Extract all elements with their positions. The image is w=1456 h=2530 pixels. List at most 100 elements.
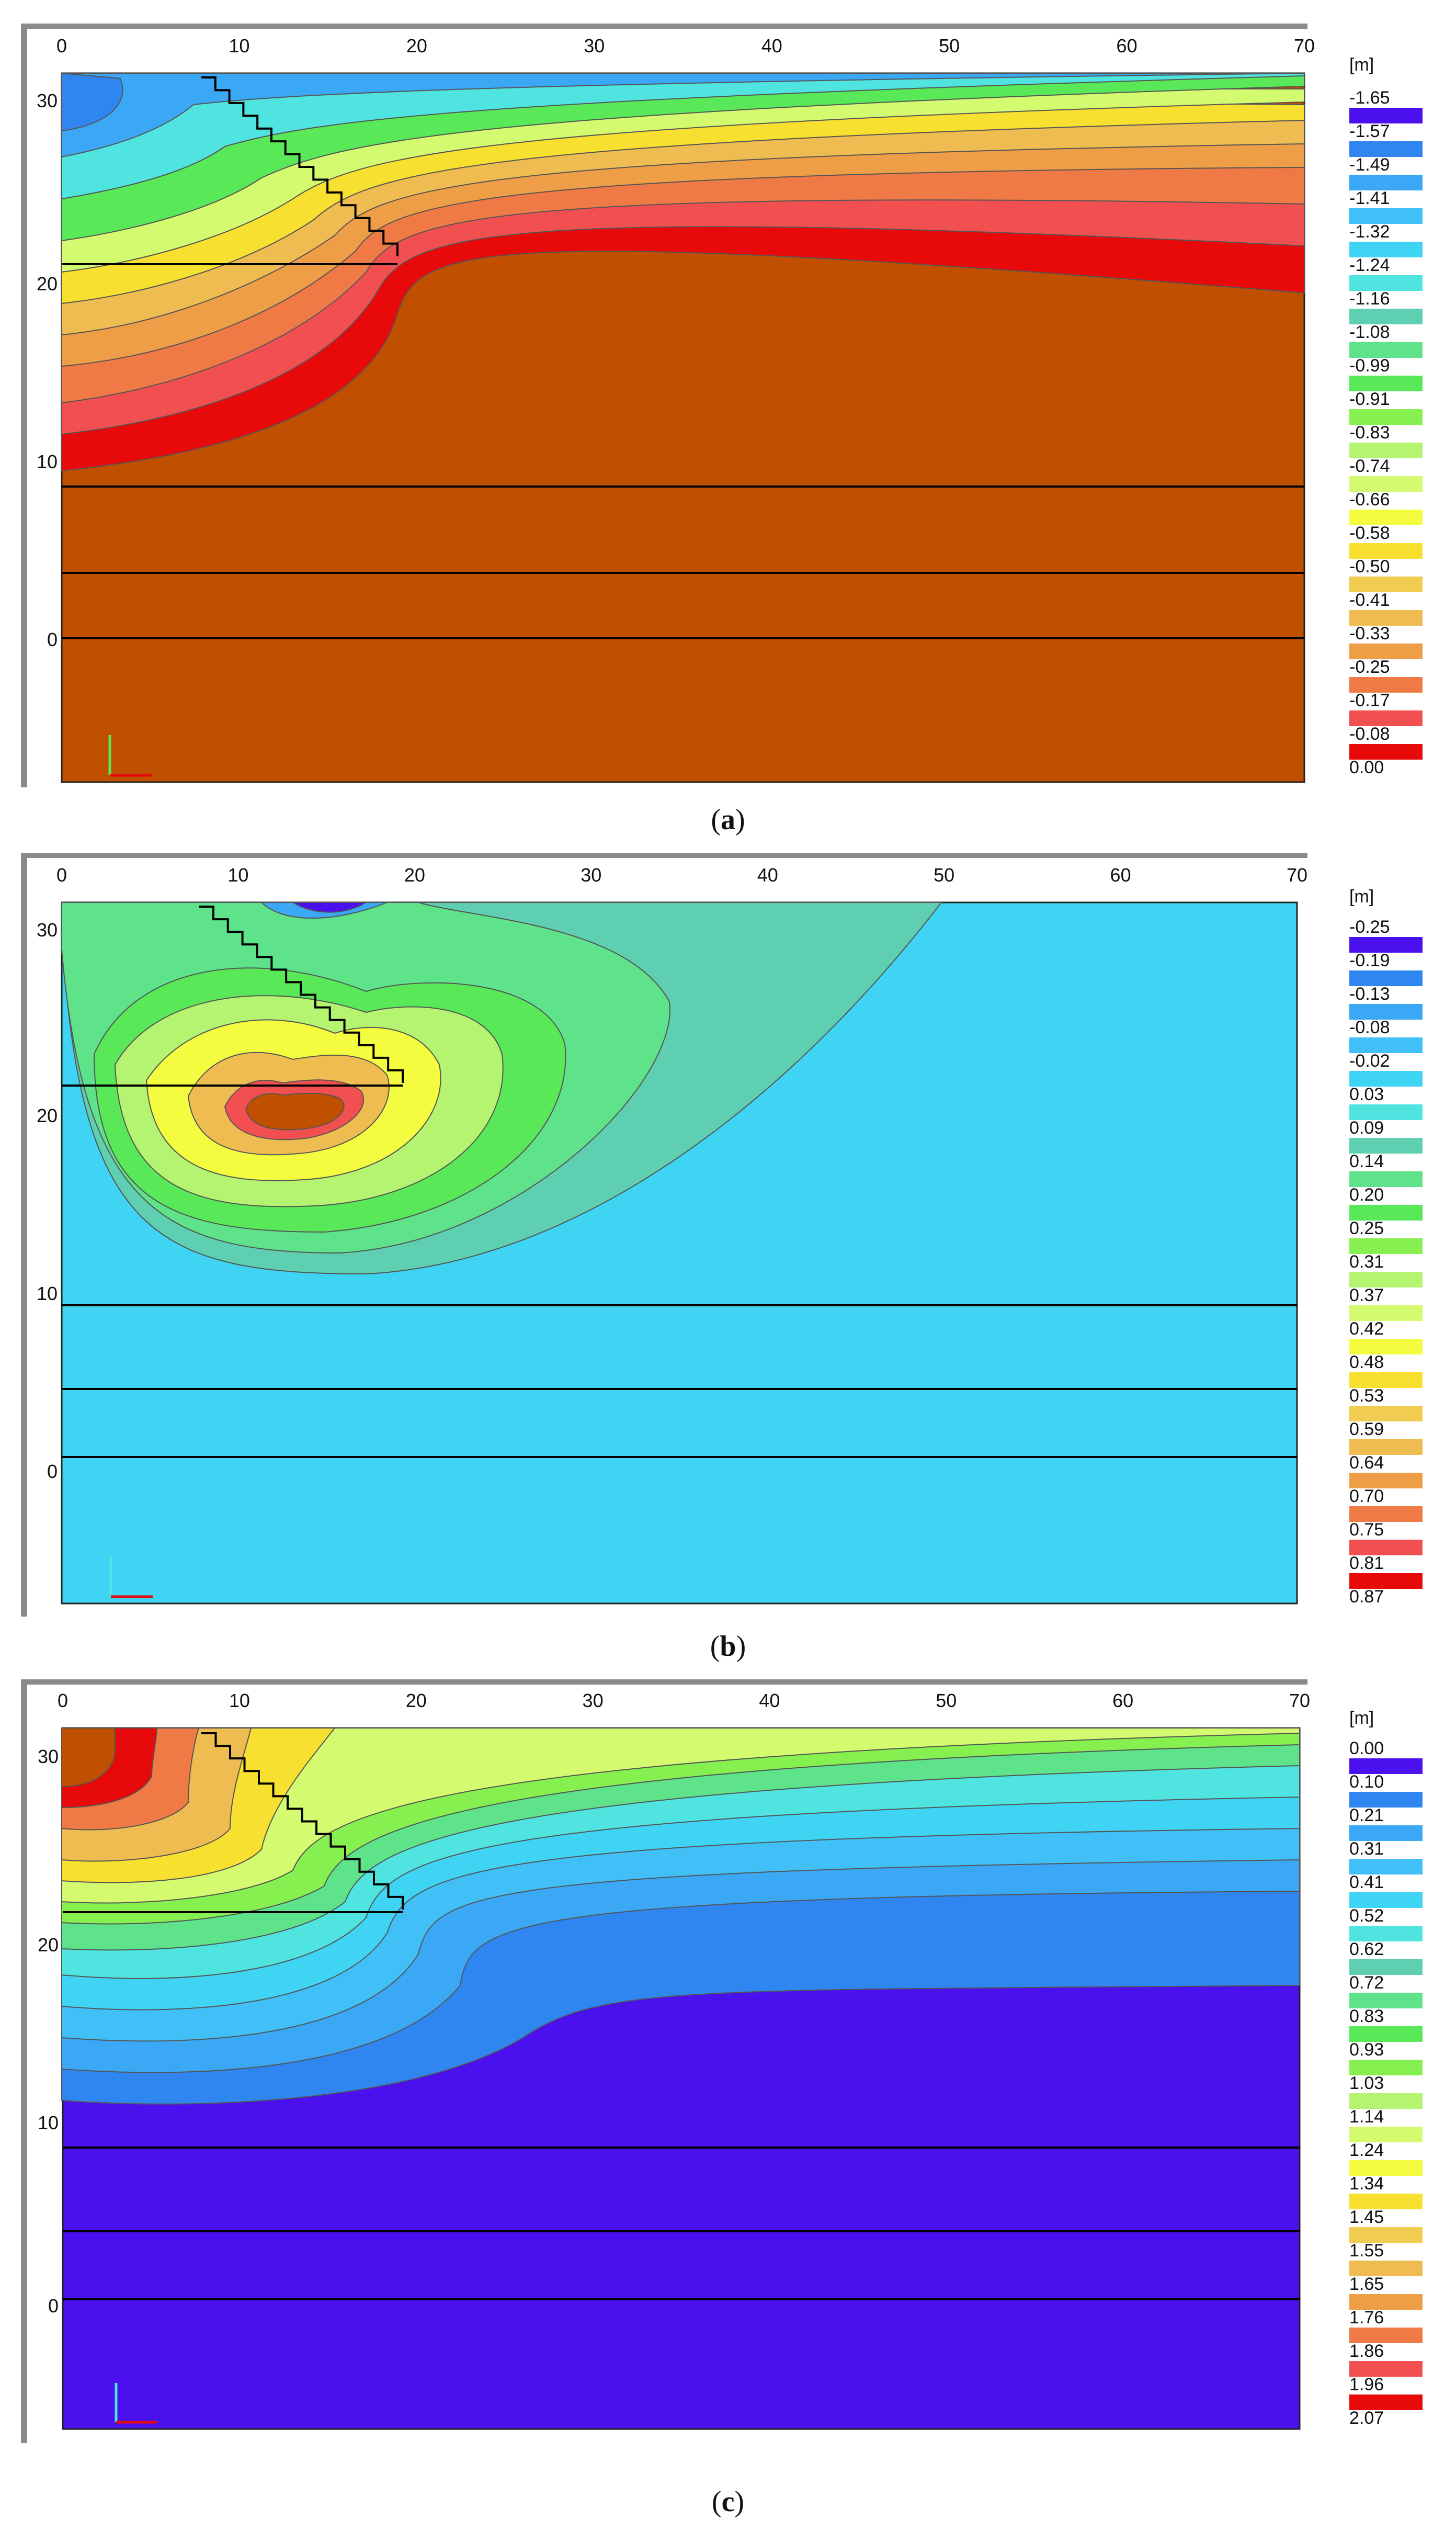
legend-swatch (1349, 2227, 1423, 2243)
excavation-slope (201, 1732, 404, 1910)
legend-swatch (1349, 610, 1423, 626)
legend-swatch (1349, 1540, 1423, 1555)
x-tick-label: 0 (56, 864, 67, 886)
legend-value: 0.59 (1349, 1419, 1384, 1439)
legend-swatch (1349, 1372, 1423, 1388)
x-tick-label: 40 (759, 1690, 780, 1711)
contour-band (245, 1092, 345, 1131)
contour-band (61, 1727, 1300, 1904)
legend-value: -0.58 (1349, 523, 1390, 543)
legend-value: 1.55 (1349, 2241, 1384, 2261)
x-tick-label: 20 (406, 1690, 427, 1711)
excavation-slope (199, 906, 404, 1083)
legend-value: 1.76 (1349, 2308, 1384, 2328)
legend-value: -1.32 (1349, 222, 1390, 242)
legend-value: -0.91 (1349, 389, 1390, 409)
legend-value: 0.37 (1349, 1285, 1384, 1305)
legend-value: -0.25 (1349, 657, 1390, 677)
legend-value: 0.10 (1349, 1772, 1384, 1792)
legend-value: 0.20 (1349, 1185, 1384, 1205)
y-tick-label: 20 (38, 1934, 59, 1956)
legend-value: 0.70 (1349, 1486, 1384, 1506)
legend-swatch (1349, 577, 1423, 592)
legend-swatch (1349, 1171, 1423, 1187)
y-tick-label: 20 (37, 1105, 58, 1126)
legend-swatch (1349, 1758, 1423, 1774)
legend-value: -0.08 (1349, 1018, 1390, 1037)
x-tick-label: 50 (934, 864, 954, 886)
legend-value: -1.49 (1349, 155, 1390, 175)
legend-value: -0.66 (1349, 490, 1390, 510)
legend-swatch (1349, 2160, 1423, 2176)
legend-value: 1.34 (1349, 2174, 1384, 2194)
legend-value: 0.87 (1349, 1587, 1384, 1607)
axis-indicator (108, 735, 152, 777)
legend-swatch (1349, 1004, 1423, 1020)
x-tick-label: 20 (404, 864, 425, 886)
legend-swatch (1349, 1238, 1423, 1254)
legend-value: 0.53 (1349, 1386, 1384, 1406)
legend-unit-c: [m] (1349, 1708, 1374, 1728)
legend-swatch (1349, 2261, 1423, 2276)
legend-swatch (1349, 108, 1423, 123)
y-tick-label: 20 (37, 273, 58, 295)
legend-value: -0.83 (1349, 423, 1390, 443)
legend-swatch (1349, 2328, 1423, 2343)
y-tick-label: 0 (47, 629, 58, 650)
legend-value: -0.33 (1349, 624, 1390, 643)
legend-swatch (1349, 1959, 1423, 1975)
legend-swatch (1349, 1506, 1423, 1522)
legend-swatch (1349, 2093, 1423, 2109)
legend-value: -1.57 (1349, 121, 1390, 141)
axis-indicator (109, 1556, 153, 1598)
legend-value: -0.02 (1349, 1051, 1390, 1071)
legend-value: 0.93 (1349, 2040, 1384, 2060)
contour-band (291, 902, 368, 913)
x-tick-label: 10 (229, 35, 249, 57)
legend-value: 1.96 (1349, 2375, 1384, 2395)
x-tick-label: 60 (1112, 1690, 1133, 1711)
legend-swatch (1349, 409, 1423, 425)
legend-value: 0.21 (1349, 1805, 1384, 1825)
legend-value: -1.24 (1349, 255, 1390, 275)
legend-value: -0.13 (1349, 984, 1390, 1004)
legend-swatch (1349, 1573, 1423, 1589)
legend-swatch (1349, 275, 1423, 291)
y-tick-label: 30 (38, 1746, 59, 1767)
legend-swatch (1349, 2395, 1423, 2410)
y-tick-label: 10 (37, 451, 58, 472)
legend-swatch (1349, 2361, 1423, 2377)
legend-value: 1.86 (1349, 2341, 1384, 2361)
legend-swatch (1349, 141, 1423, 157)
x-tick-label: 60 (1110, 864, 1131, 886)
caption-c: (c) (711, 2486, 745, 2518)
legend-swatch (1349, 309, 1423, 324)
legend-swatch (1349, 2194, 1423, 2209)
legend-value: -0.41 (1349, 590, 1390, 610)
x-tick-label: 0 (56, 35, 67, 57)
legend-value: 0.25 (1349, 1218, 1384, 1238)
legend-swatch (1349, 476, 1423, 492)
contour-plot-a: 0 10 20 30 40 50 60 70 30 20 10 0 (21, 24, 1315, 787)
legend-swatch (1349, 1892, 1423, 1908)
legend-value: 0.31 (1349, 1839, 1384, 1859)
legend-value: 1.03 (1349, 2073, 1384, 2093)
legend-value: 0.42 (1349, 1319, 1384, 1339)
legend-value: 0.75 (1349, 1520, 1384, 1540)
legend-value: 0.03 (1349, 1085, 1384, 1104)
legend-value: 1.24 (1349, 2140, 1384, 2160)
legend-swatch (1349, 677, 1423, 693)
x-tick-label: 30 (583, 1690, 604, 1711)
legend-value: 0.00 (1349, 1738, 1384, 1758)
legend-value: 1.45 (1349, 2207, 1384, 2227)
panel-a: 0 10 20 30 40 50 60 70 30 20 10 0 [m] -1.65 -1.57 -1.… (0, 0, 1456, 848)
legend-swatch (1349, 1205, 1423, 1221)
legend-swatch (1349, 443, 1423, 458)
legend-swatch (1349, 1792, 1423, 1808)
x-tick-label: 20 (406, 35, 427, 57)
x-tick-label: 70 (1294, 35, 1315, 57)
axis-indicator (115, 2383, 157, 2424)
x-tick-label: 50 (936, 1690, 957, 1711)
legend-swatch (1349, 1926, 1423, 1941)
x-tick-label: 0 (58, 1690, 68, 1711)
